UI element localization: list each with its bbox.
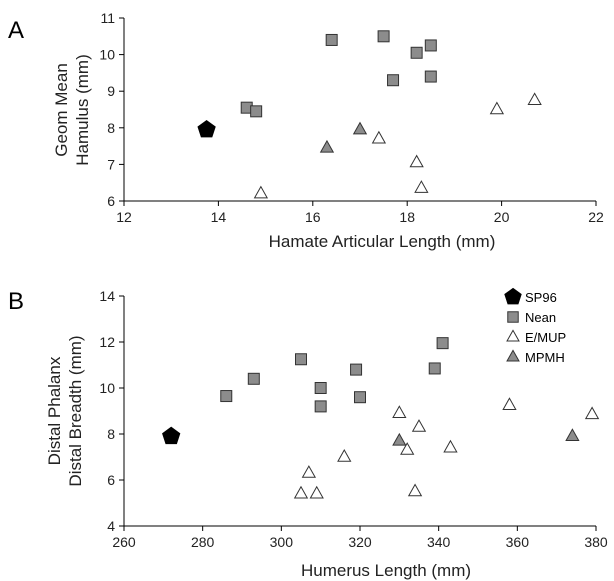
panel-b-x-tick-label: 340 [427, 534, 451, 550]
panel-b-point-mpmh [392, 432, 407, 446]
panel-a-point-e-mup [489, 101, 505, 115]
panel-b-point-nean [436, 337, 449, 350]
panel-a-point-nean [377, 30, 390, 43]
panel-b-x-tick-label: 260 [112, 534, 136, 550]
panel-a-letter: A [8, 17, 24, 44]
panel-b-x-tick-label: 320 [348, 534, 372, 550]
panel-a-x-tick-label: 14 [211, 209, 227, 225]
legend-open-triangle-marker [506, 329, 520, 342]
panel-b-point-e-mup [443, 439, 458, 453]
panel-b-point-nean [247, 372, 260, 385]
panel-b-point-nean [314, 382, 327, 394]
panel-a-x-tick-label: 16 [305, 209, 321, 225]
panel-a-data-points [197, 30, 542, 199]
panel-b-point-e-mup [293, 485, 309, 499]
panel-a-x-tick-label: 20 [494, 209, 510, 225]
panel-a-point-e-mup [253, 185, 269, 199]
panel-a-point-e-mup [527, 92, 542, 106]
panel-a-y-tick-label: 11 [100, 10, 115, 26]
panel-a-point-nean [410, 46, 423, 59]
panel-a-point-nean [424, 39, 437, 52]
panel-a-ticks: 12 14 16 18 20 22 6 7 8 9 10 11 [99, 10, 604, 225]
legend-marker-sp96 [504, 287, 522, 305]
panel-b-point-nean [314, 400, 327, 413]
panel-a-point-nean [325, 33, 338, 46]
panel-a-y-tick-label: 10 [99, 47, 115, 63]
panel-b-point-e-mup [337, 448, 352, 462]
panel-b-letter: B [8, 288, 24, 315]
panel-a-y-tick-label: 8 [107, 120, 115, 136]
panel-a-point-nean [250, 105, 263, 118]
panel-b-data-points [162, 337, 600, 499]
panel-a-x-tick-label: 12 [116, 209, 132, 225]
panel-b-x-tick-label: 280 [191, 534, 215, 550]
legend-marker-e-mup [506, 329, 520, 342]
panel-a-point-sp96 [197, 120, 216, 138]
panel-a-x-tick-label: 22 [588, 209, 604, 225]
panel-a-chart: A 12 14 16 18 20 22 6 7 8 9 10 11 Hamate Articular … [8, 10, 604, 251]
panel-a-point-mpmh [352, 121, 368, 135]
panel-b-point-e-mup [392, 405, 407, 418]
panel-b-point-e-mup [400, 442, 415, 455]
legend-label-nean: Nean [525, 310, 556, 325]
panel-b-x-tick-label: 380 [584, 534, 608, 550]
panel-b-x-tick-label: 360 [506, 534, 530, 550]
panel-b-point-e-mup [584, 406, 600, 420]
panel-a-point-e-mup [371, 130, 387, 144]
panel-b-y-axis-title-line1: Distal Phalanx [45, 356, 64, 465]
panel-b-point-e-mup [309, 485, 324, 499]
panel-a-y-tick-label: 9 [107, 83, 115, 99]
legend-filled-triangle-marker [506, 349, 520, 362]
panel-b-point-mpmh [565, 428, 580, 441]
legend-item-nean: Nean [507, 310, 556, 325]
panel-a-point-nean [424, 70, 437, 83]
panel-a-point-e-mup [414, 180, 429, 193]
panel-b-point-nean [295, 353, 307, 366]
panel-b-point-e-mup [301, 465, 317, 478]
legend-marker-nean [507, 311, 519, 323]
panel-b-y-tick-label: 4 [107, 518, 115, 534]
panel-a-y-tick-label: 7 [107, 156, 115, 172]
panel-b-y-tick-label: 8 [107, 426, 115, 442]
legend-label-emup: E/MUP [525, 330, 566, 345]
panel-b-chart: B 260 280 300 320 340 360 380 4 6 8 10 12 14 Humerus… [8, 287, 608, 580]
legend-item-mpmh: MPMH [506, 349, 565, 365]
panel-b-point-nean [220, 390, 233, 403]
legend-label-sp96: SP96 [525, 290, 557, 305]
panel-b-point-e-mup [502, 397, 517, 410]
panel-a-point-e-mup [409, 154, 424, 168]
panel-b-point-sp96 [162, 426, 181, 445]
panel-b-point-nean [428, 362, 441, 375]
legend-pentagon-marker [504, 287, 522, 305]
legend: SP96 Nean E/MUP MPMH [504, 287, 566, 365]
legend-item-sp96: SP96 [504, 287, 557, 305]
panel-a-y-axis-title-line1: Geom Mean [52, 63, 71, 157]
panel-a-point-mpmh [319, 139, 335, 153]
panel-b-y-axis-title-line2: Distal Breadth (mm) [66, 335, 85, 486]
panel-b-y-tick-label: 6 [107, 472, 115, 488]
panel-b-x-axis-title: Humerus Length (mm) [301, 561, 471, 580]
panel-a-x-tick-label: 18 [399, 209, 415, 225]
panel-b-point-e-mup [407, 483, 423, 497]
legend-square-marker [507, 311, 519, 323]
legend-marker-mpmh [506, 349, 520, 362]
panel-b-x-tick-label: 300 [270, 534, 294, 550]
panel-b-y-tick-label: 12 [99, 334, 115, 350]
panel-a-point-nean [387, 74, 400, 87]
panel-b-point-nean [354, 391, 366, 404]
panel-b-y-tick-label: 14 [99, 288, 115, 304]
panel-a-y-axis-title-line2: Hamulus (mm) [73, 54, 92, 165]
panel-b-point-nean [350, 363, 363, 376]
panel-b-ticks: 260 280 300 320 340 360 380 4 6 8 10 12 14 [99, 288, 607, 550]
panel-b-y-tick-label: 10 [99, 380, 115, 396]
panel-b-point-e-mup [411, 419, 427, 432]
panel-a-x-axis-title: Hamate Articular Length (mm) [269, 232, 496, 251]
legend-label-mpmh: MPMH [525, 350, 565, 365]
panel-a-y-tick-label: 6 [107, 193, 115, 209]
legend-item-emup: E/MUP [506, 329, 566, 345]
